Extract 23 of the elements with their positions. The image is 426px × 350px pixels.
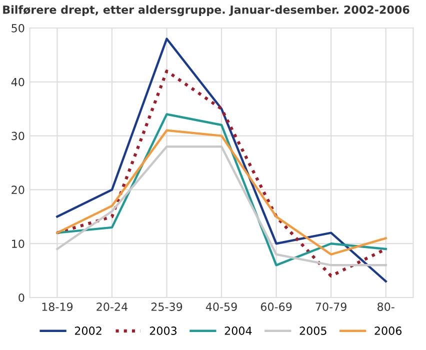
line-series bbox=[56, 145, 387, 266]
legend-label: 2004 bbox=[224, 326, 252, 335]
y-tick-label: 30 bbox=[12, 132, 24, 140]
line-series bbox=[56, 38, 387, 282]
y-tick-label: 20 bbox=[12, 186, 24, 194]
y-tick-label: 40 bbox=[11, 78, 24, 86]
legend-label: 2006 bbox=[374, 326, 402, 335]
x-tick-label: 20-24 bbox=[96, 302, 128, 311]
legend-label: 2005 bbox=[300, 326, 326, 335]
x-tick-label: 40-59 bbox=[206, 302, 237, 311]
chart-title: Bilførere drept, etter aldersgruppe. Januar-desember. 2002-2006 bbox=[3, 5, 410, 16]
legend-label: 2003 bbox=[150, 326, 176, 335]
legend-label: 2002 bbox=[74, 326, 102, 335]
x-tick-label: 18-19 bbox=[42, 302, 73, 311]
y-tick-label: 0 bbox=[18, 293, 24, 302]
line-series bbox=[56, 129, 387, 256]
y-tick-label: 10 bbox=[12, 240, 24, 248]
x-tick-label: 80- bbox=[378, 302, 394, 311]
x-tick-label: 70-79 bbox=[316, 302, 346, 311]
x-tick-label: 25-39 bbox=[151, 302, 182, 311]
x-tick-label: 60-69 bbox=[260, 302, 292, 311]
line-series bbox=[56, 113, 387, 266]
y-tick-label: 50 bbox=[12, 24, 24, 32]
